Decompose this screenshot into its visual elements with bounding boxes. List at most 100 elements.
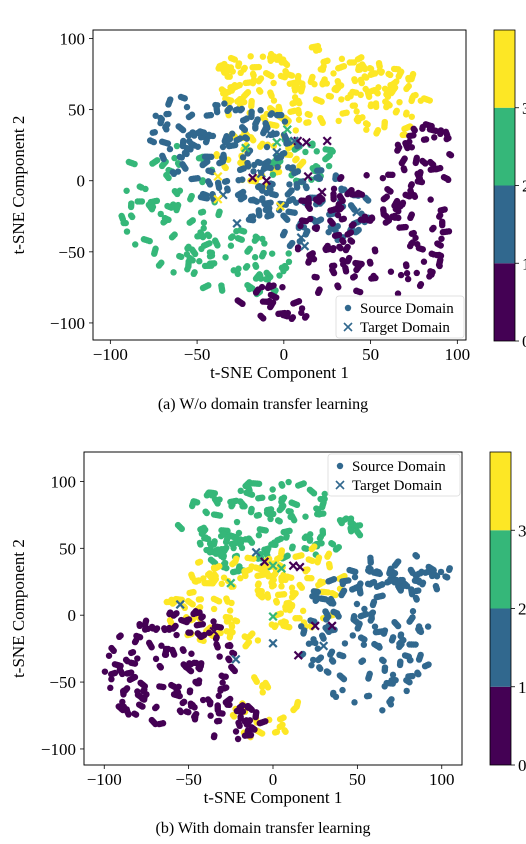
source-point	[339, 256, 346, 264]
source-point	[294, 168, 302, 175]
source-point	[301, 545, 308, 552]
source-point	[296, 581, 303, 589]
source-point	[134, 688, 141, 695]
source-point	[166, 617, 174, 624]
source-point	[285, 139, 292, 147]
source-point	[254, 587, 261, 594]
source-point	[387, 268, 395, 275]
source-point	[264, 591, 271, 598]
source-point	[205, 131, 213, 139]
source-point	[296, 614, 303, 622]
source-point	[161, 214, 169, 222]
source-point	[226, 607, 234, 614]
source-point	[196, 539, 204, 547]
source-point	[425, 661, 432, 668]
source-point	[408, 144, 416, 151]
source-point	[291, 94, 299, 101]
source-point	[397, 271, 405, 279]
target-marker-stroke	[213, 194, 223, 204]
source-point	[162, 645, 170, 653]
source-point	[402, 261, 410, 268]
target-marker-stroke	[226, 578, 236, 588]
source-point	[416, 627, 423, 635]
source-point	[405, 82, 412, 90]
source-point	[159, 152, 166, 159]
source-point	[199, 208, 207, 216]
source-point	[298, 309, 305, 316]
source-point	[205, 571, 213, 578]
source-point	[214, 179, 222, 187]
source-point	[393, 197, 401, 205]
source-point	[387, 565, 394, 573]
source-point	[311, 273, 318, 281]
target-point	[301, 137, 311, 147]
source-point	[316, 664, 323, 671]
source-point	[419, 157, 426, 165]
source-point	[397, 658, 404, 665]
source-point	[226, 695, 234, 703]
source-point	[308, 662, 315, 669]
source-point	[265, 545, 272, 552]
source-point	[320, 499, 327, 506]
colorbar-tick-label: 1	[518, 678, 526, 697]
source-point	[327, 595, 335, 603]
source-point	[288, 584, 296, 591]
source-point	[417, 651, 424, 659]
source-point	[131, 710, 138, 717]
source-point	[244, 554, 251, 562]
source-point	[176, 187, 184, 194]
source-point	[260, 249, 267, 257]
source-point	[275, 168, 283, 176]
target-point	[226, 578, 236, 588]
source-point	[317, 66, 324, 73]
source-point	[322, 624, 329, 631]
target-point	[268, 611, 278, 622]
source-point	[231, 617, 239, 624]
source-point	[244, 89, 252, 96]
colorbar-segment	[494, 30, 515, 108]
source-point	[216, 563, 223, 570]
source-point	[413, 269, 420, 277]
target-points	[175, 547, 337, 664]
target-point	[293, 136, 303, 146]
source-point	[381, 664, 389, 671]
source-point	[347, 515, 355, 522]
source-point	[345, 577, 352, 584]
source-point	[410, 125, 417, 133]
source-point	[197, 632, 204, 639]
source-point	[107, 684, 114, 692]
source-point	[364, 580, 372, 588]
source-point	[122, 656, 130, 664]
source-point	[214, 702, 221, 709]
source-point	[221, 60, 228, 68]
source-point	[235, 265, 242, 272]
colorbar-segment	[490, 608, 511, 687]
source-point	[391, 212, 398, 220]
source-point	[174, 521, 182, 529]
source-point	[398, 68, 405, 75]
source-point	[309, 73, 316, 81]
source-point	[248, 505, 255, 513]
source-point	[361, 605, 368, 613]
source-point	[273, 728, 281, 736]
colorbar-tick-label: 0	[518, 756, 526, 775]
source-point	[185, 629, 192, 636]
source-point	[158, 259, 165, 266]
source-point	[279, 504, 286, 511]
source-point	[234, 235, 242, 242]
target-marker-stroke	[251, 547, 261, 557]
source-point	[199, 177, 206, 184]
source-point	[134, 655, 141, 662]
x-tick-label: −50	[184, 345, 211, 364]
source-point	[285, 164, 292, 171]
target-point	[310, 621, 320, 631]
source-point	[244, 159, 251, 167]
source-point	[406, 138, 413, 146]
source-point	[391, 618, 398, 626]
source-point	[242, 134, 249, 141]
source-point	[431, 134, 438, 141]
source-point	[235, 719, 242, 726]
source-point	[397, 631, 405, 638]
source-point	[413, 154, 420, 162]
source-point	[298, 197, 305, 204]
